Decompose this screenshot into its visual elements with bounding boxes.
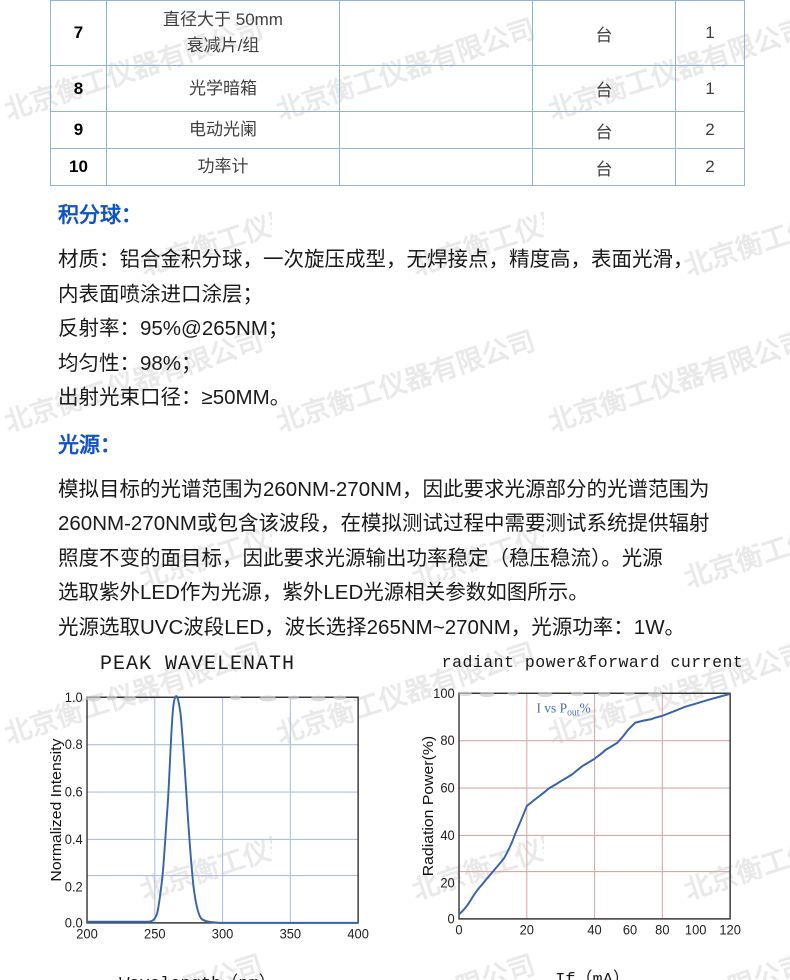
svg-text:60: 60 — [623, 922, 637, 937]
svg-text:60: 60 — [440, 780, 454, 795]
svg-text:100: 100 — [685, 922, 707, 937]
svg-text:350: 350 — [280, 926, 302, 941]
svg-text:40: 40 — [440, 828, 454, 843]
svg-text:20: 20 — [520, 922, 534, 937]
svg-text:0: 0 — [455, 922, 462, 937]
svg-text:Normalized Intensity: Normalized Intensity — [49, 738, 66, 881]
svg-text:200: 200 — [76, 926, 98, 941]
svg-text:80: 80 — [440, 733, 454, 748]
svg-text:20: 20 — [440, 875, 454, 890]
svg-text:40: 40 — [587, 922, 601, 937]
svg-text:80: 80 — [655, 922, 669, 937]
svg-text:400: 400 — [347, 926, 369, 941]
svg-text:Radiation Power(%): Radiation Power(%) — [421, 736, 438, 876]
svg-text:0.4: 0.4 — [65, 832, 83, 847]
svg-text:0.6: 0.6 — [65, 784, 83, 799]
svg-text:I vs Pout%: I vs Pout% — [536, 700, 590, 719]
svg-text:0: 0 — [448, 911, 455, 926]
svg-text:250: 250 — [144, 926, 166, 941]
svg-text:100: 100 — [433, 686, 455, 701]
svg-text:300: 300 — [212, 926, 234, 941]
svg-text:1.0: 1.0 — [65, 690, 83, 705]
svg-text:0.2: 0.2 — [65, 879, 83, 894]
svg-text:120: 120 — [719, 922, 741, 937]
svg-text:0.8: 0.8 — [65, 737, 83, 752]
